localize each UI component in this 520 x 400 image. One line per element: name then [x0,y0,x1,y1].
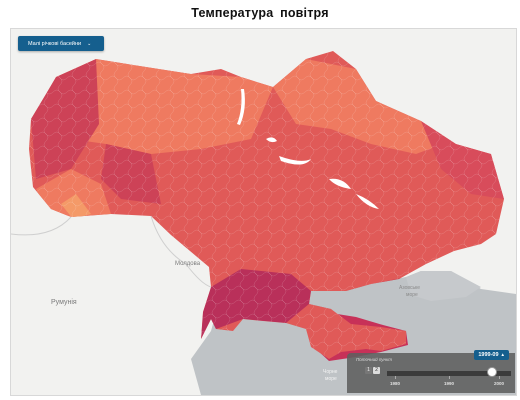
timeline-page-1[interactable]: 1 [365,367,372,374]
tick-mark-1990 [449,376,450,379]
chevron-down-icon: ⌄ [87,40,92,47]
label-azov-sea-2: море [406,292,418,298]
timeline-caption: Поточний пункт [356,357,392,362]
tick-label-2000: 2000 [493,381,505,386]
tick-label-1990: 1990 [443,381,455,386]
timeline-slider-handle[interactable] [487,367,497,377]
tick-mark-1980 [395,376,396,379]
selected-period-badge[interactable]: 1999-09 ▲ [474,350,509,360]
rivers [237,89,379,209]
label-black-sea-1: Чорне [323,369,338,375]
tick-label-1980: 1980 [389,381,401,386]
layer-selector-label: Малі річкові басейни [28,40,82,47]
label-moldova: Молдова [175,261,201,267]
selected-period-label: 1999-09 [478,352,499,358]
page-title: Температура повітря [191,6,329,20]
timeline-page-2[interactable]: 2 [373,367,380,374]
timeline-track[interactable] [387,371,511,376]
label-romania: Румунія [51,299,77,306]
caret-up-icon: ▲ [500,352,505,357]
map-frame[interactable]: Малі річкові басейни ⌄ Молдова Румунія А… [10,28,517,396]
label-black-sea-2: море [325,376,337,382]
azov-sea [406,271,481,301]
ukraine-map[interactable] [11,29,516,395]
tick-mark-2000 [499,376,500,379]
label-azov-sea-1: Азовське [399,285,421,291]
layer-selector[interactable]: Малі річкові басейни ⌄ [18,36,104,51]
timeline-panel[interactable]: Поточний пункт 1999-09 ▲ 1 2 1980 1990 20… [347,350,515,393]
